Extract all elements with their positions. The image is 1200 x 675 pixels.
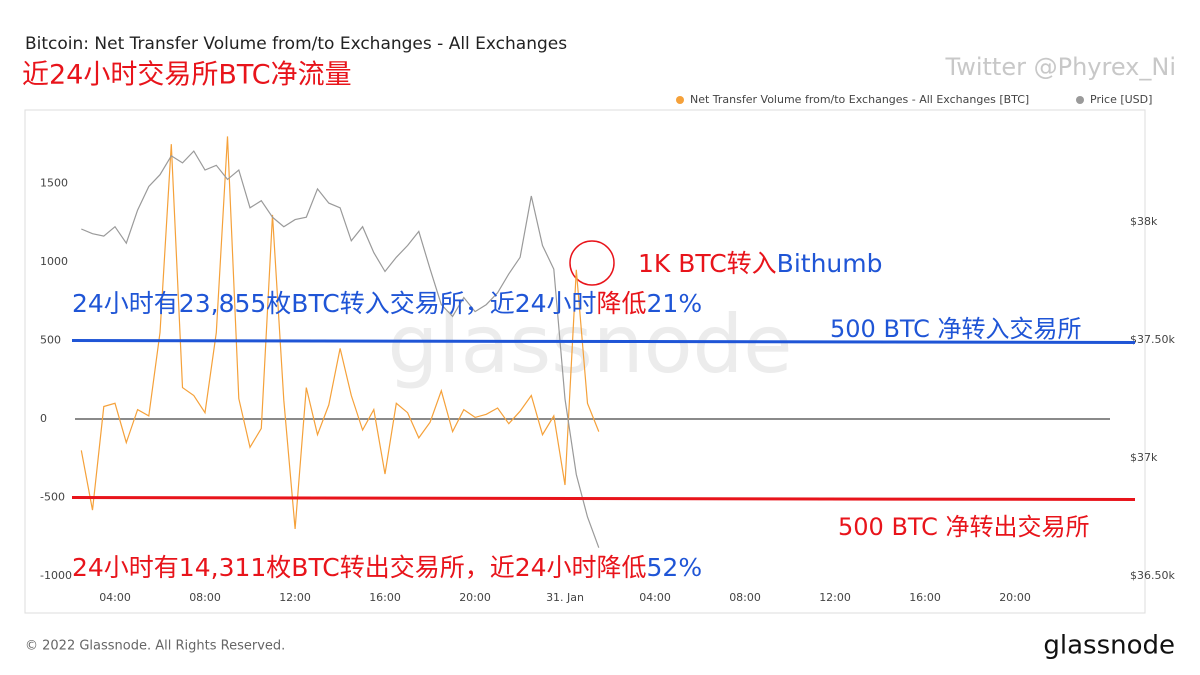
y-tick-label: 500 — [40, 333, 61, 346]
reference-line — [71, 338, 1136, 344]
x-tick-label: 12:00 — [279, 591, 311, 604]
annotation-part: 21% — [647, 289, 703, 318]
y-tick-label: 0 — [40, 412, 47, 425]
reference-label: 500 BTC 净转出交易所 — [838, 513, 1090, 541]
y-tick-label: -500 — [40, 491, 65, 504]
reference-label: 500 BTC 净转入交易所 — [830, 315, 1082, 343]
x-tick-label: 12:00 — [819, 591, 851, 604]
footer-copyright: © 2022 Glassnode. All Rights Reserved. — [25, 639, 285, 654]
annotation-part: 1K BTC转入 — [638, 249, 777, 278]
y-tick-label: 1500 — [40, 176, 68, 189]
y2-tick-label: $37.50k — [1130, 333, 1175, 346]
annotation: 1K BTC转入Bithumb — [638, 249, 882, 278]
x-tick-label: 20:00 — [459, 591, 491, 604]
highlight-circle — [569, 240, 615, 286]
legend-label: Net Transfer Volume from/to Exchanges - … — [690, 93, 1029, 106]
x-tick-label: 08:00 — [189, 591, 221, 604]
annotation-part: Bithumb — [777, 249, 883, 278]
legend-label: Price [USD] — [1090, 93, 1152, 106]
y-tick-label: 1000 — [40, 255, 68, 268]
annotation: 24小时有23,855枚BTC转入交易所，近24小时降低21% — [72, 289, 702, 318]
chart-title: Bitcoin: Net Transfer Volume from/to Exc… — [25, 34, 567, 54]
watermark: Twitter @Phyrex_Ni — [945, 53, 1176, 81]
legend-marker — [676, 96, 684, 104]
x-tick-label: 31. Jan — [546, 591, 584, 604]
y2-tick-label: $38k — [1130, 215, 1158, 228]
x-tick-label: 08:00 — [729, 591, 761, 604]
footer-logo: glassnode — [1043, 631, 1175, 661]
x-tick-label: 04:00 — [639, 591, 671, 604]
x-tick-label: 16:00 — [909, 591, 941, 604]
annotation-part: 24小时有14,311枚BTC转出交易所，近24小时降低 — [72, 553, 647, 582]
x-tick-label: 20:00 — [999, 591, 1031, 604]
y-tick-label: -1000 — [40, 569, 72, 582]
annotation: 24小时有14,311枚BTC转出交易所，近24小时降低52% — [72, 553, 702, 582]
annotation-part: 降低 — [597, 289, 647, 318]
chart-subtitle: 近24小时交易所BTC净流量 — [22, 60, 352, 91]
series-line — [80, 136, 600, 529]
reference-line — [71, 496, 1136, 502]
x-tick-label: 04:00 — [99, 591, 131, 604]
y2-tick-label: $37k — [1130, 451, 1158, 464]
annotation-part: 24小时有23,855枚BTC转入交易所，近24小时 — [72, 289, 597, 318]
y2-tick-label: $36.50k — [1130, 569, 1175, 582]
annotation-part: 52% — [647, 553, 703, 582]
series-line — [81, 150, 600, 548]
legend-marker — [1076, 96, 1084, 104]
x-tick-label: 16:00 — [369, 591, 401, 604]
